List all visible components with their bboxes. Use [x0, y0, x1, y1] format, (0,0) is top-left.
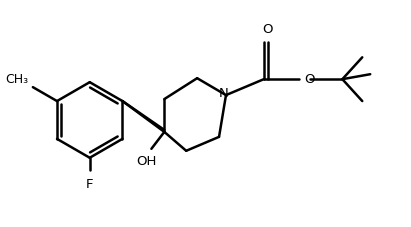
Text: F: F [86, 178, 93, 191]
Text: CH₃: CH₃ [5, 73, 28, 86]
Text: OH: OH [136, 155, 157, 168]
Text: N: N [219, 87, 229, 100]
Text: O: O [305, 73, 315, 86]
Text: O: O [263, 23, 273, 36]
